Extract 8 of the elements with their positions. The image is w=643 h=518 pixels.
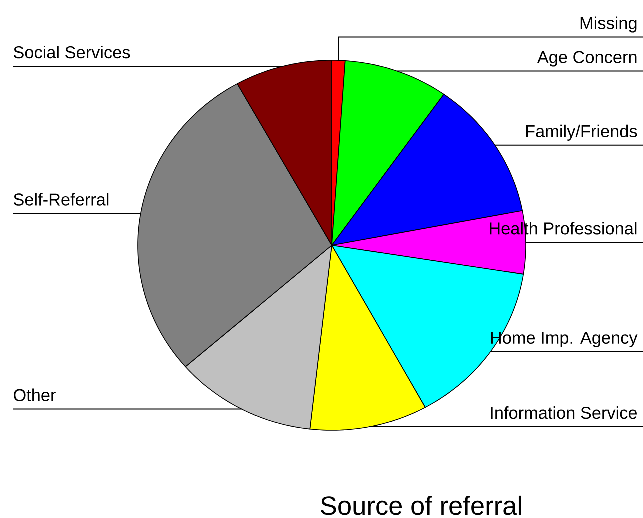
slice-label: Missing <box>580 16 637 33</box>
slice-label: Information Service <box>491 406 638 420</box>
slice-label: Family/Friends <box>526 124 638 141</box>
slice-label: Self-Referral <box>14 193 109 206</box>
text: Source of referral <box>321 496 522 516</box>
slice-label: Age Concern <box>537 51 637 67</box>
slice-label: Social Services <box>14 46 130 59</box>
slice-label: Other <box>14 388 56 402</box>
